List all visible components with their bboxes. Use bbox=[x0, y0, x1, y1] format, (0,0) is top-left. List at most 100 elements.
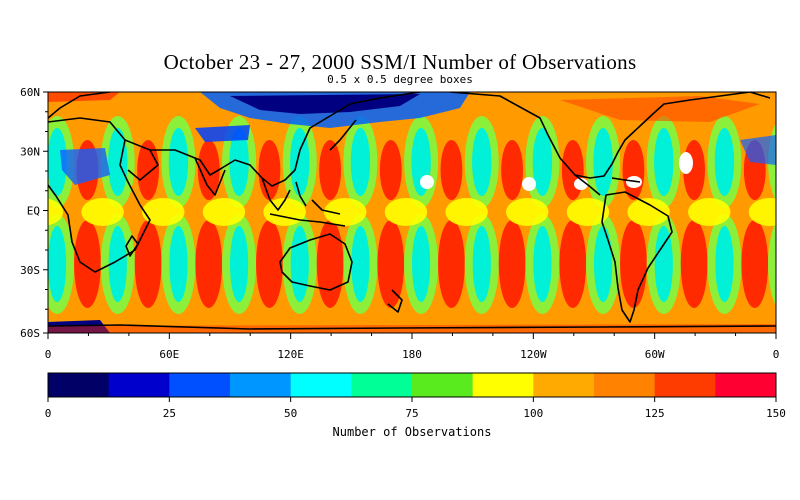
swath-north-red bbox=[440, 140, 463, 200]
swath-north-cyan bbox=[472, 128, 492, 196]
lat-tick-label: 60S bbox=[20, 327, 40, 340]
lon-tick-label: 60E bbox=[159, 348, 179, 361]
swath-equator-yellow bbox=[748, 198, 776, 226]
colorbar-tick-label: 25 bbox=[163, 407, 176, 420]
swath-equator-yellow bbox=[384, 198, 428, 226]
swath-south-red bbox=[377, 220, 405, 308]
lat-tick-label: 30N bbox=[20, 145, 40, 158]
lat-tick-label: 60N bbox=[20, 86, 40, 99]
swath-north-red bbox=[622, 140, 645, 200]
swath-north-red bbox=[197, 140, 220, 200]
swath-north-cyan bbox=[290, 128, 310, 196]
swath-north-red bbox=[319, 140, 342, 200]
swath-south-cyan bbox=[108, 226, 127, 302]
swath-south-red bbox=[316, 220, 344, 308]
swath-south-red bbox=[680, 220, 708, 308]
colorbar-swatch bbox=[48, 373, 110, 397]
swath-equator-yellow bbox=[506, 198, 549, 226]
colorbar-swatch bbox=[169, 373, 231, 397]
swath-south-cyan bbox=[48, 226, 67, 302]
swath-south-green bbox=[768, 221, 776, 307]
swath-north-cyan bbox=[654, 128, 674, 196]
swath-south-cyan bbox=[654, 226, 673, 302]
swath-north-red bbox=[501, 140, 524, 200]
swath-south-cyan bbox=[715, 226, 734, 302]
swath-south-cyan bbox=[412, 226, 431, 302]
colorbar-ticks: 0 25 50 75 100 125 150 bbox=[45, 397, 786, 420]
swath-equator-yellow bbox=[445, 198, 488, 226]
no-data-patches bbox=[420, 152, 693, 191]
swath-south-red bbox=[134, 220, 162, 308]
colorbar-tick-label: 150 bbox=[766, 407, 786, 420]
colorbar-swatch bbox=[472, 373, 534, 397]
swath-south-red bbox=[438, 220, 465, 308]
land-outlines bbox=[48, 92, 776, 330]
lon-tick-label: 120W bbox=[520, 348, 547, 361]
swath-equator-yellow bbox=[688, 198, 731, 226]
colorbar-swatch bbox=[715, 373, 777, 397]
colorbar-tick-label: 125 bbox=[645, 407, 665, 420]
colorbar-swatch bbox=[412, 373, 474, 397]
lat-tick-label: 30S bbox=[20, 264, 40, 277]
colorbar-tick-label: 50 bbox=[284, 407, 297, 420]
swath-south-cyan bbox=[594, 226, 613, 302]
swath-south-cyan bbox=[472, 226, 491, 302]
swath-equator-yellow bbox=[324, 198, 367, 226]
lon-tick-label: 120E bbox=[277, 348, 304, 361]
page-subtitle: 0.5 x 0.5 degree boxes bbox=[327, 73, 473, 86]
swath-north-cyan bbox=[48, 128, 67, 196]
swath-south-red bbox=[498, 220, 526, 308]
colorbar-swatch bbox=[351, 373, 413, 397]
page-title: October 23 - 27, 2000 SSM/I Number of Ob… bbox=[163, 50, 637, 74]
colorbar-tick-label: 0 bbox=[45, 407, 52, 420]
swath-south-red bbox=[256, 220, 283, 308]
colorbar-swatch bbox=[594, 373, 656, 397]
swath-north-cyan bbox=[714, 128, 735, 196]
swath-south-red bbox=[741, 220, 769, 308]
swath-north-red bbox=[561, 140, 584, 200]
colorbar-swatch bbox=[108, 373, 170, 397]
lon-tick-label: 180 bbox=[402, 348, 422, 361]
colorbar-title: Number of Observations bbox=[332, 425, 492, 439]
latitude-axis: 60N 30N EQ 30S 60S bbox=[20, 86, 48, 340]
swath-equator-yellow bbox=[566, 198, 610, 226]
swath-north-cyan bbox=[108, 128, 128, 196]
swath-south-red bbox=[620, 220, 647, 308]
swath-south-red bbox=[74, 220, 101, 308]
swath-south-cyan bbox=[533, 226, 552, 302]
colorbar-swatch bbox=[654, 373, 716, 397]
swath-south-red bbox=[195, 220, 223, 308]
swath-south-red bbox=[559, 220, 587, 308]
swath-south-cyan bbox=[351, 226, 370, 302]
swath-north-cyan bbox=[593, 128, 613, 196]
swath-north-cyan bbox=[168, 128, 189, 196]
swath-south-cyan bbox=[290, 226, 309, 302]
lat-tick-label: EQ bbox=[27, 205, 40, 218]
colorbar-swatch bbox=[533, 373, 595, 397]
swath-north-red bbox=[379, 140, 402, 200]
swath-south-cyan bbox=[169, 226, 188, 302]
swath-north-red bbox=[258, 140, 281, 200]
lon-tick-label: 0 bbox=[773, 348, 780, 361]
swath-equator-yellow bbox=[48, 198, 64, 226]
swath-south-cyan bbox=[776, 226, 794, 302]
swath-north-cyan bbox=[350, 128, 371, 196]
colorbar-tick-label: 75 bbox=[405, 407, 418, 420]
swath-north-cyan bbox=[775, 150, 776, 174]
swath-equator-yellow bbox=[627, 198, 670, 226]
lon-tick-label: 0 bbox=[45, 348, 52, 361]
lon-tick-label: 60W bbox=[645, 348, 665, 361]
map-field bbox=[48, 92, 794, 333]
swath-equator-yellow bbox=[81, 198, 124, 226]
swath-equator-yellow bbox=[263, 198, 306, 226]
colorbar-swatch bbox=[230, 373, 292, 397]
longitude-axis: 0 60E 120E 180 120W 60W 0 bbox=[45, 333, 780, 361]
colorbar bbox=[47, 372, 777, 398]
swath-equator-yellow bbox=[142, 198, 185, 226]
swath-south-cyan bbox=[230, 226, 249, 302]
swath-north-cyan bbox=[532, 128, 553, 196]
colorbar-tick-label: 100 bbox=[523, 407, 543, 420]
swath-equator-yellow bbox=[202, 198, 246, 226]
colorbar-swatch bbox=[290, 373, 352, 397]
